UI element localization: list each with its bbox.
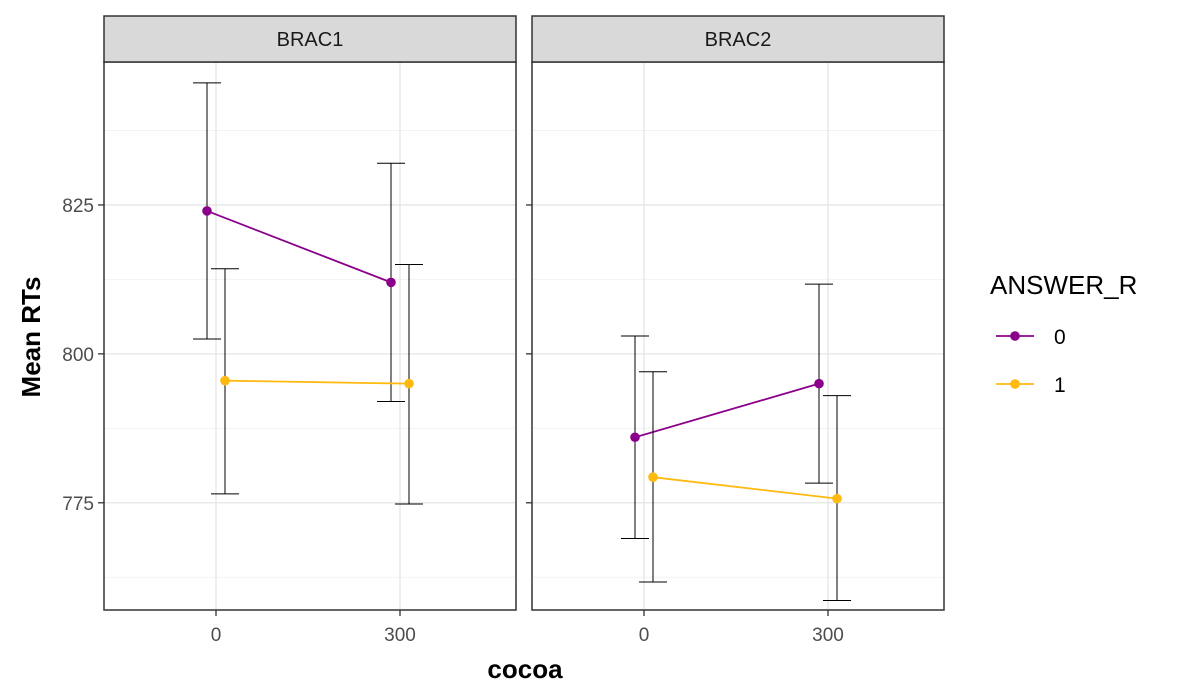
panel-background [104, 62, 516, 610]
y-axis: 775 800 825 [62, 196, 532, 515]
facet-strip-label: BRAC1 [277, 29, 344, 51]
data-point [648, 472, 658, 482]
data-point [386, 277, 396, 288]
series-line [224, 379, 410, 385]
x-tick-label: 300 [384, 625, 416, 646]
legend-title: ANSWER_R [990, 270, 1137, 300]
legend-key-point [1010, 379, 1020, 389]
data-point [404, 378, 414, 389]
y-tick-label: 825 [62, 196, 94, 217]
series-line [652, 476, 838, 500]
x-tick-label: 300 [812, 625, 844, 646]
data-point [814, 378, 824, 389]
x-axis-title: cocoa [487, 654, 563, 684]
legend-item-0: 0 [996, 326, 1066, 349]
legend-item-1: 1 [996, 374, 1066, 397]
facet-strip-label: BRAC2 [705, 29, 772, 51]
facet-strip [103, 15, 517, 63]
y-axis-title: Mean RTs [16, 277, 46, 398]
series-0 [621, 283, 833, 540]
panel-background [532, 62, 944, 610]
panel-brac1: BRAC1 [103, 15, 517, 611]
x-tick-label: 0 [211, 625, 222, 646]
x-tick-label: 0 [639, 625, 650, 646]
panel-brac2: BRAC2 [531, 15, 945, 611]
data-point [202, 206, 212, 216]
facet-strip [531, 15, 945, 63]
series-line [206, 210, 392, 284]
legend: ANSWER_R 0 1 [990, 270, 1137, 397]
legend-label: 1 [1054, 374, 1066, 397]
facet-panels: BRAC1 BRAC2 [103, 15, 945, 611]
series-0 [193, 82, 405, 403]
data-point [630, 432, 640, 443]
legend-key-point [1010, 331, 1020, 341]
series-line [634, 382, 820, 439]
x-axis: 0 300 0 300 [211, 610, 844, 646]
y-tick-label: 800 [62, 345, 94, 366]
series-1 [211, 264, 423, 505]
legend-label: 0 [1054, 326, 1066, 349]
data-point [220, 375, 230, 386]
y-tick-label: 775 [62, 494, 94, 515]
series-1 [639, 371, 851, 601]
data-point [832, 493, 842, 504]
